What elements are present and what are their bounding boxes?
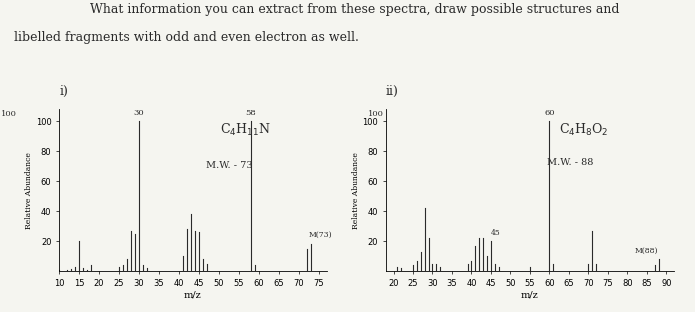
Text: M.W. - 73: M.W. - 73: [206, 161, 253, 170]
X-axis label: m/z: m/z: [184, 291, 202, 300]
Text: C$_4$H$_8$O$_2$: C$_4$H$_8$O$_2$: [559, 122, 608, 138]
Text: M(88): M(88): [635, 247, 659, 255]
Text: M(73): M(73): [309, 230, 332, 238]
Text: 30: 30: [133, 109, 145, 117]
Text: i): i): [59, 85, 68, 98]
Text: 100: 100: [1, 110, 17, 118]
Y-axis label: Relative Abundance: Relative Abundance: [352, 152, 359, 229]
Text: C$_4$H$_{11}$N: C$_4$H$_{11}$N: [220, 122, 270, 138]
Text: What information you can extract from these spectra, draw possible structures an: What information you can extract from th…: [90, 3, 620, 16]
Text: 58: 58: [245, 109, 256, 117]
Text: 100: 100: [368, 110, 384, 118]
Text: M.W. - 88: M.W. - 88: [547, 158, 594, 167]
Text: 60: 60: [544, 109, 555, 117]
Text: 45: 45: [491, 229, 500, 237]
X-axis label: m/z: m/z: [521, 291, 539, 300]
Text: ii): ii): [386, 85, 399, 98]
Y-axis label: Relative Abundance: Relative Abundance: [25, 152, 33, 229]
Text: libelled fragments with odd and even electron as well.: libelled fragments with odd and even ele…: [14, 31, 359, 44]
